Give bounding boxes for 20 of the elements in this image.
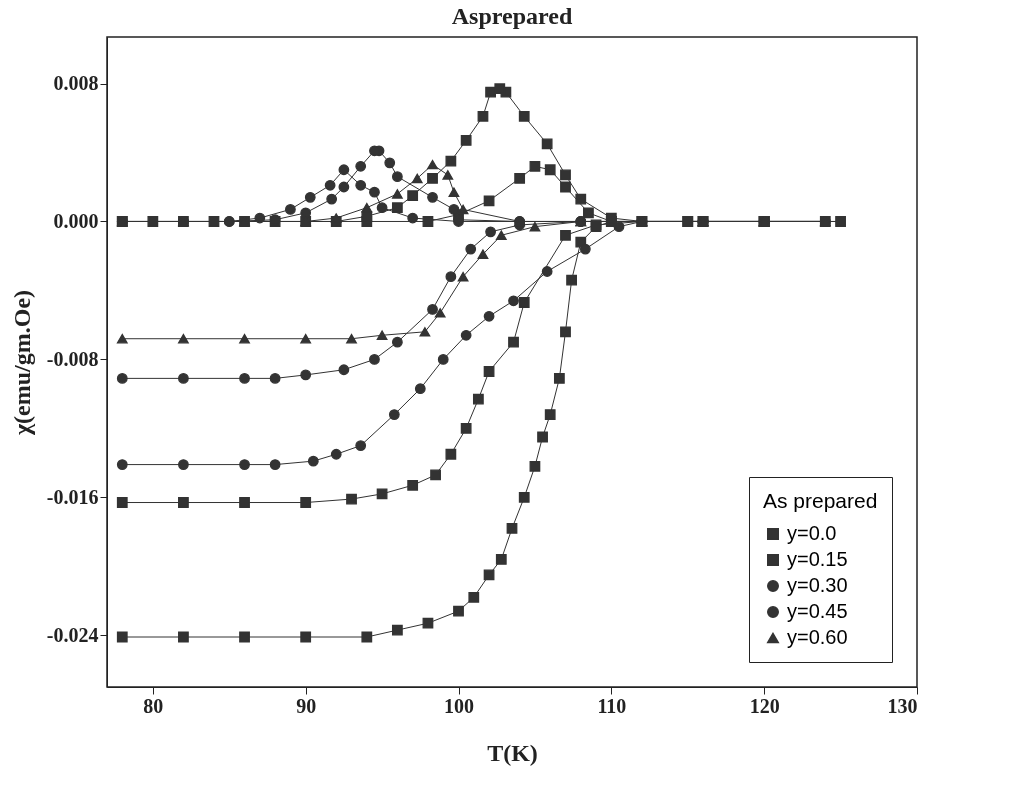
x-tick-label: 130 <box>887 694 918 717</box>
y-tick-label: 0.008 <box>53 72 99 95</box>
y-tick-label: 0.000 <box>53 209 99 232</box>
x-tick-label: 110 <box>597 694 627 717</box>
legend-label: y=0.60 <box>787 626 848 648</box>
x-tick-label: 90 <box>296 694 317 717</box>
y-tick-label: -0.008 <box>46 347 99 370</box>
y-tick-label: -0.024 <box>46 623 99 646</box>
chart-title: Asprepared <box>451 3 573 29</box>
x-axis-title: T(K) <box>487 739 538 766</box>
legend-label: y=0.30 <box>787 574 848 596</box>
legend-label: y=0.45 <box>787 600 848 622</box>
legend-label: y=0.0 <box>787 522 837 544</box>
x-tick-label: 100 <box>444 694 475 717</box>
legend-title: As prepared <box>763 489 878 512</box>
y-tick-label: -0.016 <box>46 485 99 508</box>
x-tick-label: 120 <box>749 694 780 717</box>
x-tick-label: 80 <box>143 694 164 717</box>
y-axis-title: χ(emu/gm.Oe) <box>8 289 35 437</box>
legend-label: y=0.15 <box>787 548 848 570</box>
